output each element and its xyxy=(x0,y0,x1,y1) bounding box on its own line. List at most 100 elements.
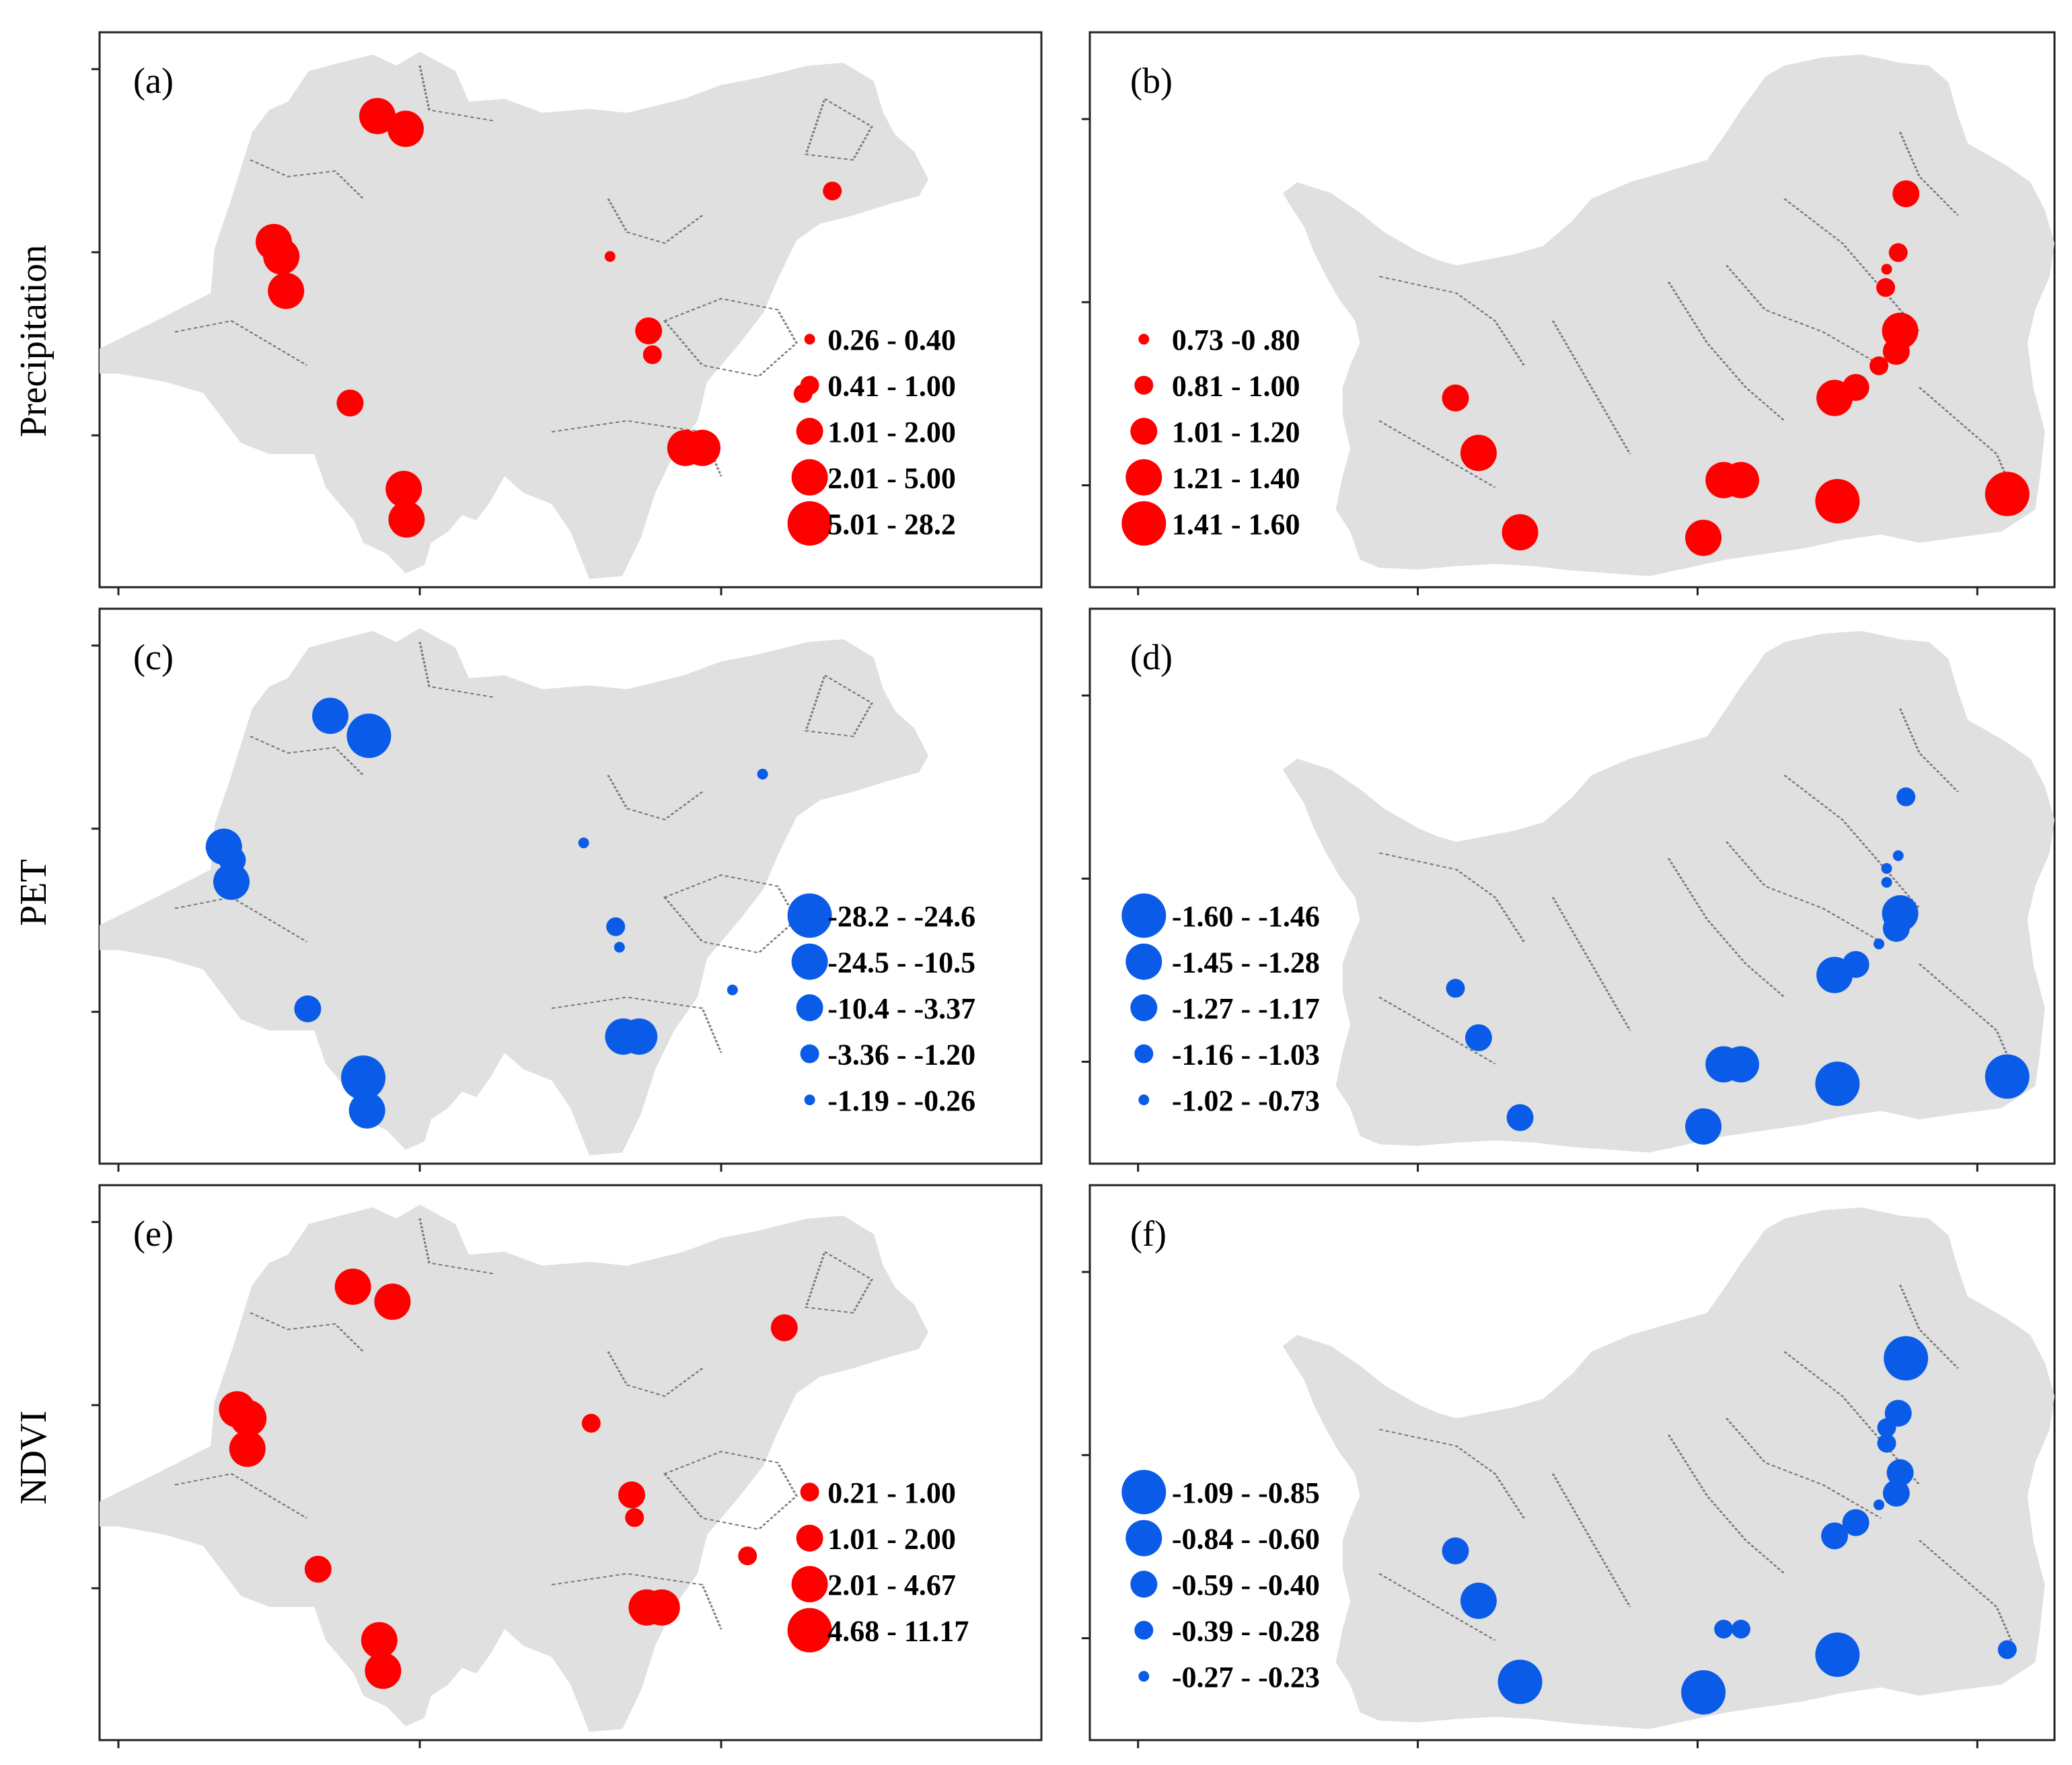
station-point xyxy=(213,863,250,900)
legend-label: -0.27 - -0.23 xyxy=(1172,1661,1320,1694)
legend-symbol xyxy=(1138,334,1150,345)
station-point xyxy=(304,1555,332,1583)
sub-basin-boundary xyxy=(1783,774,1921,909)
station-point xyxy=(359,98,396,135)
legend-symbol xyxy=(1134,1044,1154,1063)
station-point xyxy=(334,1268,371,1305)
station-point xyxy=(823,181,842,200)
legend-symbol xyxy=(791,1566,828,1603)
legend-label: -10.4 - -3.37 xyxy=(827,992,975,1025)
station-point xyxy=(1714,1620,1734,1639)
station-point xyxy=(1685,519,1722,556)
station-point xyxy=(1892,850,1904,862)
panel-d: (d) -1.60 - -1.46 -1.45 - -1.28 -1.27 - -1.… xyxy=(1082,607,2056,1172)
station-point xyxy=(312,698,348,735)
sub-basin-boundary xyxy=(551,996,723,1053)
legend-symbol xyxy=(1134,1620,1154,1640)
panel-label: (b) xyxy=(1130,61,1173,101)
sub-basin-boundary xyxy=(663,297,798,377)
legend-label: 0.73 -0 .80 xyxy=(1172,324,1300,356)
station-point xyxy=(374,1283,411,1320)
station-point xyxy=(348,1092,385,1129)
row-title-precipitation: Precipitation xyxy=(13,244,54,438)
station-point xyxy=(757,768,768,780)
legend-label: 1.01 - 2.00 xyxy=(827,1523,956,1556)
station-point xyxy=(1876,278,1896,297)
sub-basin-boundary xyxy=(1783,198,1921,332)
sub-basin-boundary xyxy=(1551,320,1631,455)
sub-basin-boundary xyxy=(607,1351,704,1397)
station-point xyxy=(1997,1640,2017,1659)
station-point xyxy=(1881,264,1892,275)
sub-basin-boundary xyxy=(1378,420,1496,488)
station-point xyxy=(1892,180,1920,208)
legend-symbol xyxy=(796,418,823,445)
station-point xyxy=(341,1055,385,1100)
legend-symbol xyxy=(791,943,828,980)
station-point xyxy=(738,1546,757,1566)
station-point xyxy=(621,1018,658,1055)
station-point xyxy=(1888,243,1908,262)
sub-basin-boundary xyxy=(607,775,704,821)
station-point xyxy=(385,470,422,507)
legend-symbol xyxy=(791,459,828,496)
sub-basin-boundary xyxy=(607,198,704,244)
sub-basin-boundary xyxy=(249,735,365,776)
legend-symbol xyxy=(1138,1671,1150,1682)
sub-basin-boundary xyxy=(1378,1429,1525,1519)
legend-label: 0.21 - 1.00 xyxy=(827,1476,956,1509)
station-point xyxy=(1460,1582,1497,1619)
legend-label: 5.01 - 28.2 xyxy=(827,508,956,541)
legend-label: 1.21 - 1.40 xyxy=(1172,462,1300,495)
station-point xyxy=(294,995,322,1022)
sub-basin-boundary xyxy=(1378,276,1525,366)
sub-basin-boundary xyxy=(1378,1573,1496,1641)
legend-label: 2.01 - 5.00 xyxy=(827,462,956,495)
legend-symbol xyxy=(1125,459,1162,496)
station-point xyxy=(618,1481,645,1509)
station-point xyxy=(1681,1670,1726,1715)
legend-label: -1.60 - -1.46 xyxy=(1172,900,1320,933)
station-point xyxy=(361,1622,398,1659)
sub-basin-boundary xyxy=(1898,132,1960,216)
legend-label: -1.09 - -0.85 xyxy=(1172,1476,1320,1509)
legend-symbol xyxy=(1125,1519,1162,1556)
station-point xyxy=(1506,1104,1534,1131)
station-point xyxy=(388,501,425,538)
sub-basin-boundary xyxy=(1725,841,1882,942)
station-point xyxy=(1815,479,1860,524)
station-point xyxy=(1815,1632,1860,1677)
station-point xyxy=(1685,1108,1722,1145)
legend-label: -0.84 - -0.60 xyxy=(1172,1523,1320,1556)
sub-basin-boundary xyxy=(1378,996,1496,1065)
sub-basin-boundary xyxy=(1918,963,2018,1076)
sub-basin-boundary xyxy=(1378,852,1525,942)
station-point xyxy=(604,251,616,262)
station-point xyxy=(1842,1509,1870,1536)
legend-label: -1.02 - -0.73 xyxy=(1172,1084,1320,1117)
station-point xyxy=(336,389,364,417)
legend-symbol xyxy=(804,1094,815,1106)
legend-label: 4.68 - 11.17 xyxy=(827,1615,969,1648)
row-title-ndvi: NDVI xyxy=(13,1411,54,1505)
panel-label: (f) xyxy=(1130,1213,1167,1254)
station-point xyxy=(1884,1336,1929,1381)
legend-label: 0.41 - 1.00 xyxy=(827,370,956,403)
station-point xyxy=(635,317,663,344)
legend-symbol xyxy=(1121,501,1167,546)
legend-label: -3.36 - -1.20 xyxy=(827,1039,975,1072)
station-point xyxy=(625,1508,644,1528)
sub-basin-boundary xyxy=(805,673,873,737)
station-point xyxy=(1815,1061,1860,1106)
panel-a: (a) 0.26 - 0.40 0.41 - 1.00 1.01 - 2.00 2.01… xyxy=(91,31,1043,595)
legend-label: 1.01 - 2.00 xyxy=(827,416,956,449)
station-point xyxy=(1722,1046,1759,1083)
panel-e: (e) 0.21 - 1.00 1.01 - 2.00 2.01 - 4.67 4.68… xyxy=(91,1184,1043,1748)
station-point xyxy=(1877,1433,1896,1453)
legend-symbol xyxy=(1134,375,1154,395)
station-point xyxy=(1985,1054,2030,1099)
station-point xyxy=(230,1400,267,1437)
station-point xyxy=(1497,1659,1543,1704)
legend-symbol xyxy=(796,994,823,1022)
